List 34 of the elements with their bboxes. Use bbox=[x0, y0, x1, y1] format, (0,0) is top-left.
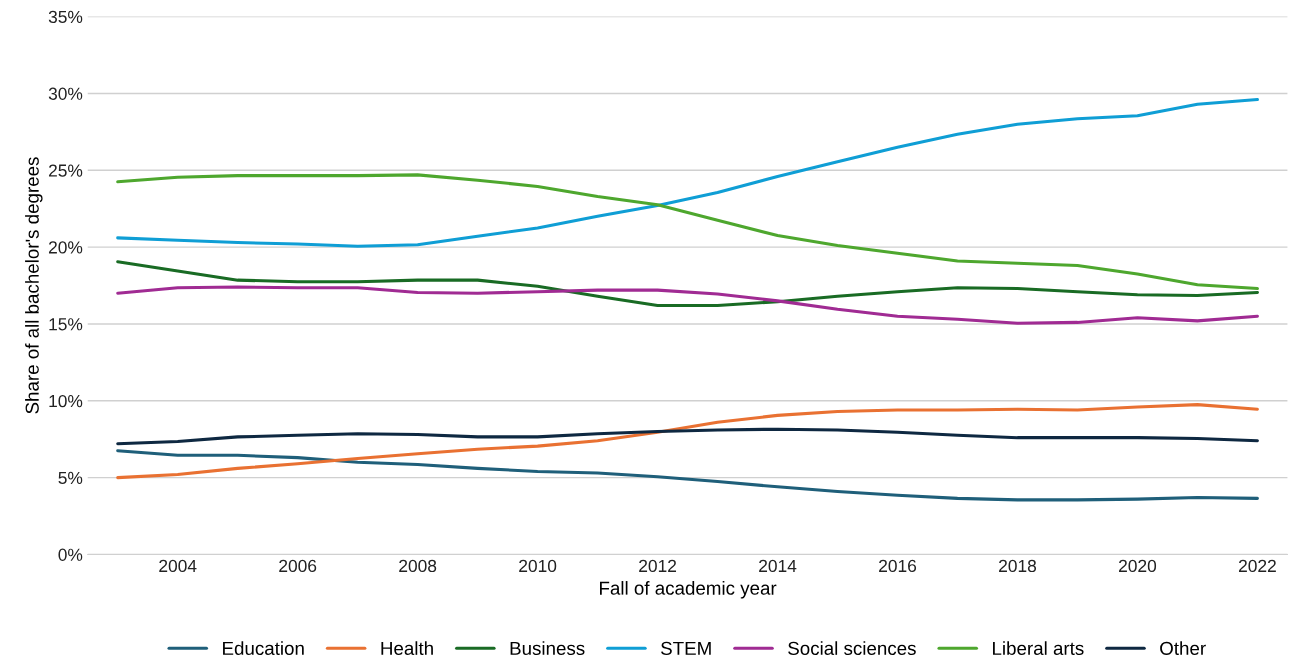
x-tick-label: 2004 bbox=[159, 559, 197, 573]
legend-label: Education bbox=[223, 641, 304, 656]
y-axis-title: Share of all bachelor's degrees bbox=[25, 157, 43, 414]
x-tick-label: 2020 bbox=[1119, 559, 1157, 573]
line-series bbox=[116, 260, 1259, 308]
y-tick-label: 35% bbox=[48, 10, 83, 24]
y-tick-label: 10% bbox=[49, 394, 83, 408]
line-series bbox=[116, 285, 1259, 325]
y-tick-label: 0% bbox=[58, 548, 83, 561]
x-tick-label: 2012 bbox=[639, 559, 677, 573]
y-tick-label: 15% bbox=[49, 318, 83, 331]
legend-label: Other bbox=[1160, 641, 1206, 656]
legend-label: STEM bbox=[661, 641, 711, 656]
line-series bbox=[116, 98, 1259, 248]
line-series bbox=[116, 403, 1259, 480]
x-axis-title: Fall of academic year bbox=[600, 581, 777, 599]
y-tick-label: 5% bbox=[58, 471, 83, 485]
line-series bbox=[116, 173, 1259, 291]
legend-label: Business bbox=[510, 641, 585, 656]
x-tick-label: 2018 bbox=[999, 559, 1037, 573]
x-tick-label: 2010 bbox=[519, 559, 557, 573]
x-tick-label: 2006 bbox=[279, 559, 317, 573]
legend-label: Social sciences bbox=[788, 641, 916, 656]
legend-label: Liberal arts bbox=[993, 641, 1084, 656]
line-series bbox=[116, 449, 1259, 502]
x-tick-label: 2008 bbox=[399, 559, 437, 573]
x-tick-label: 2016 bbox=[879, 559, 917, 573]
x-tick-label: 2014 bbox=[759, 559, 797, 573]
y-tick-label: 25% bbox=[48, 164, 83, 177]
y-tick-label: 20% bbox=[48, 241, 83, 254]
legend-label: Health bbox=[381, 641, 433, 656]
x-tick-label: 2022 bbox=[1238, 559, 1276, 573]
y-tick-label: 30% bbox=[48, 87, 83, 100]
line-series bbox=[116, 427, 1259, 446]
